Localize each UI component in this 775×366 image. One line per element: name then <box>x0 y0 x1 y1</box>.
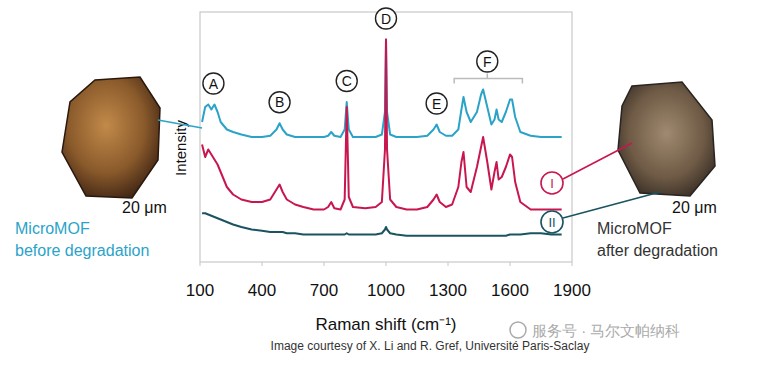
y-axis-title: Intensity <box>172 120 189 176</box>
crystal-before <box>62 77 160 198</box>
spectrum-line <box>202 40 562 138</box>
figure: 100 400 700 1000 1300 1600 1900 Raman shift (cm… <box>0 0 775 366</box>
peak-label-circle <box>203 73 224 94</box>
scale-bar: 20 μm <box>122 199 167 216</box>
callout-circle <box>541 211 563 233</box>
x-tick-label: 400 <box>248 281 276 300</box>
caption: MicroMOF <box>15 220 90 237</box>
plot-frame <box>200 12 572 262</box>
peak-label: D <box>381 11 391 27</box>
watermark-icon <box>510 322 526 338</box>
peak-label-circle <box>477 51 498 72</box>
x-tick-label: 1000 <box>367 281 405 300</box>
series-name: II <box>548 215 555 230</box>
x-tick <box>262 262 263 266</box>
peak-label: C <box>342 73 352 89</box>
x-tick-label: 100 <box>186 281 214 300</box>
callout-line <box>563 143 632 179</box>
series-group <box>202 40 562 236</box>
scale-bar: 20 μm <box>672 199 717 216</box>
x-tick <box>572 262 573 266</box>
x-tick <box>200 262 201 266</box>
peak-label-circle <box>269 92 290 113</box>
peak-label-circle <box>376 8 397 29</box>
peak-label: B <box>275 94 284 110</box>
x-tick-label: 1300 <box>429 281 467 300</box>
caption: MicroMOF <box>597 220 672 237</box>
x-axis-title: Raman shift (cm⁻¹) <box>315 315 456 334</box>
peak-label: F <box>483 54 492 70</box>
spectrum-line <box>202 40 562 210</box>
peak-bracket <box>454 74 522 84</box>
callout-line <box>563 192 660 218</box>
x-tick-label: 1900 <box>553 281 591 300</box>
credit: Image courtesy of X. Li and R. Gref, Uni… <box>271 339 590 353</box>
peak-label: E <box>432 96 441 112</box>
watermark: 服务号 · 马尔文帕纳科 <box>532 322 680 339</box>
spectrum-line <box>202 213 562 236</box>
peak-label: A <box>209 76 219 92</box>
crystal-after <box>618 82 715 196</box>
caption: after degradation <box>597 242 718 259</box>
callout-circle <box>541 172 563 194</box>
x-tick <box>510 262 511 266</box>
x-tick-label: 1600 <box>491 281 529 300</box>
x-tick <box>448 262 449 266</box>
connector <box>158 120 202 128</box>
x-tick <box>324 262 325 266</box>
x-tick-label: 700 <box>310 281 338 300</box>
caption: before degradation <box>15 242 149 259</box>
peak-label-circle <box>426 93 447 114</box>
x-tick <box>386 262 387 266</box>
series-name: I <box>550 176 554 191</box>
peak-label-circle <box>336 71 357 92</box>
